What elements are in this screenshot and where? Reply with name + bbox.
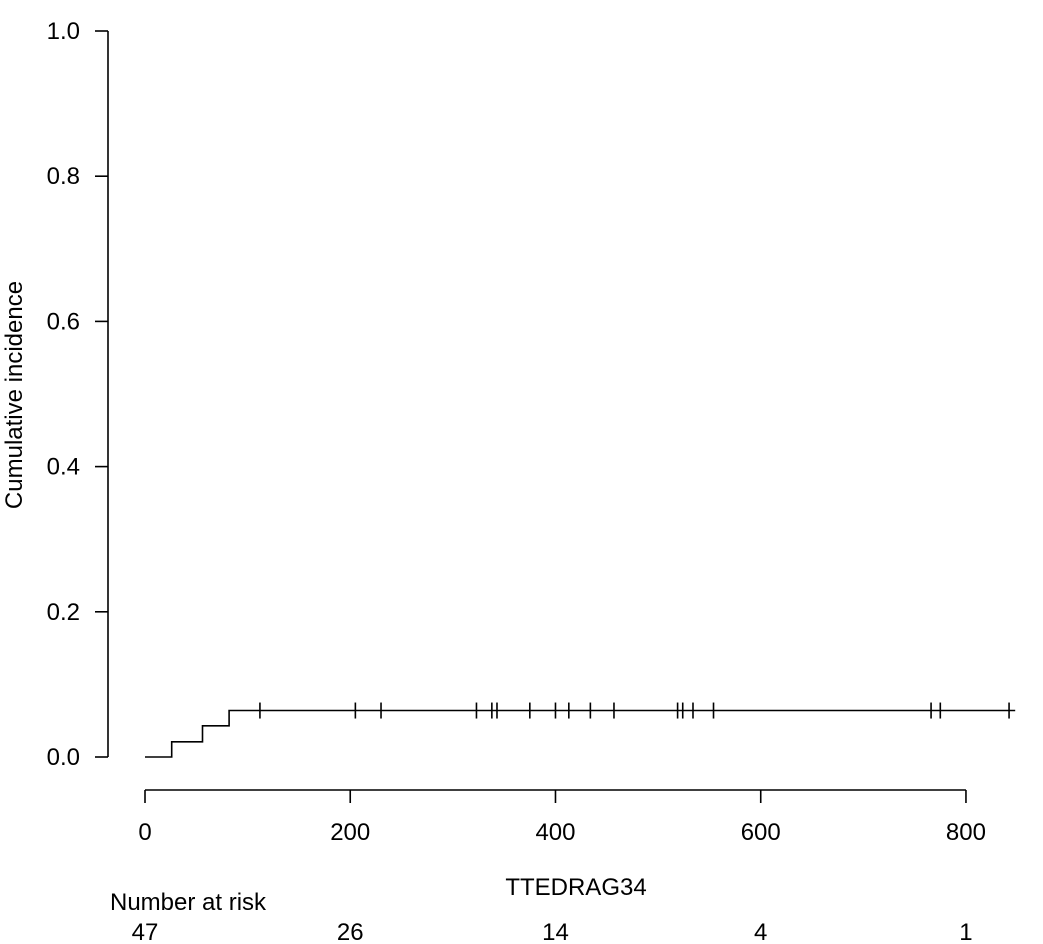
y-tick-label: 0.4: [47, 454, 80, 481]
y-tick-label: 0.6: [47, 308, 80, 335]
risk-count: 47: [132, 919, 159, 944]
risk-count: 4: [754, 919, 767, 944]
risk-table-label: Number at risk: [110, 889, 267, 916]
x-axis-title: TTEDRAG34: [505, 874, 646, 901]
risk-count: 14: [542, 919, 569, 944]
axis-ticks: 0.0 0.2 0.4 0.6 0.8 1.0 0 200 400 600 800: [47, 18, 986, 846]
x-tick-label: 0: [138, 819, 151, 846]
censor-marks: [259, 702, 1010, 719]
y-tick-label: 0.2: [47, 599, 80, 626]
axes: [107, 31, 966, 791]
y-tick-label: 0.8: [47, 163, 80, 190]
risk-count: 26: [337, 919, 364, 944]
y-axis-title: Cumulative incidence: [1, 281, 28, 509]
x-tick-label: 200: [330, 819, 370, 846]
risk-count: 1: [959, 919, 972, 944]
x-tick-label: 400: [535, 819, 575, 846]
risk-table-counts: 47 26 14 4 1: [132, 919, 973, 944]
x-tick-label: 800: [946, 819, 986, 846]
incidence-step-line: [145, 709, 1016, 758]
x-tick-label: 600: [741, 819, 781, 846]
y-tick-label: 1.0: [47, 18, 80, 45]
incidence-curve: [145, 709, 1016, 758]
y-tick-label: 0.0: [47, 744, 80, 771]
